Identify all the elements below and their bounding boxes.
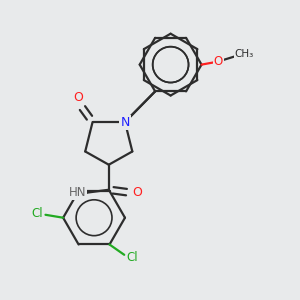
- Text: O: O: [214, 55, 223, 68]
- Text: O: O: [132, 186, 142, 199]
- Text: HN: HN: [68, 186, 86, 199]
- Text: O: O: [73, 91, 83, 104]
- Text: Cl: Cl: [32, 207, 43, 220]
- Text: N: N: [120, 116, 130, 128]
- Text: Cl: Cl: [127, 251, 138, 264]
- Text: CH₃: CH₃: [235, 49, 254, 59]
